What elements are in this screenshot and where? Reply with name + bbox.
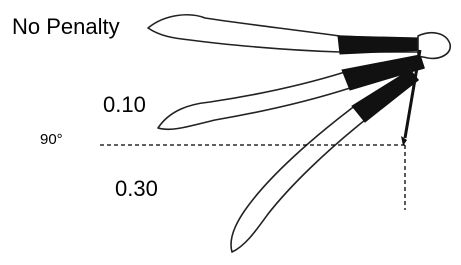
label-angle: 90° [40,131,63,148]
binding [418,33,450,59]
label-penalty-030: 0.30 [115,176,158,201]
label-penalty-010: 0.10 [103,92,146,117]
ski-illustration [148,15,450,252]
label-no-penalty: No Penalty [12,14,120,39]
diagram: No Penalty 0.10 90° 0.30 [0,0,461,265]
